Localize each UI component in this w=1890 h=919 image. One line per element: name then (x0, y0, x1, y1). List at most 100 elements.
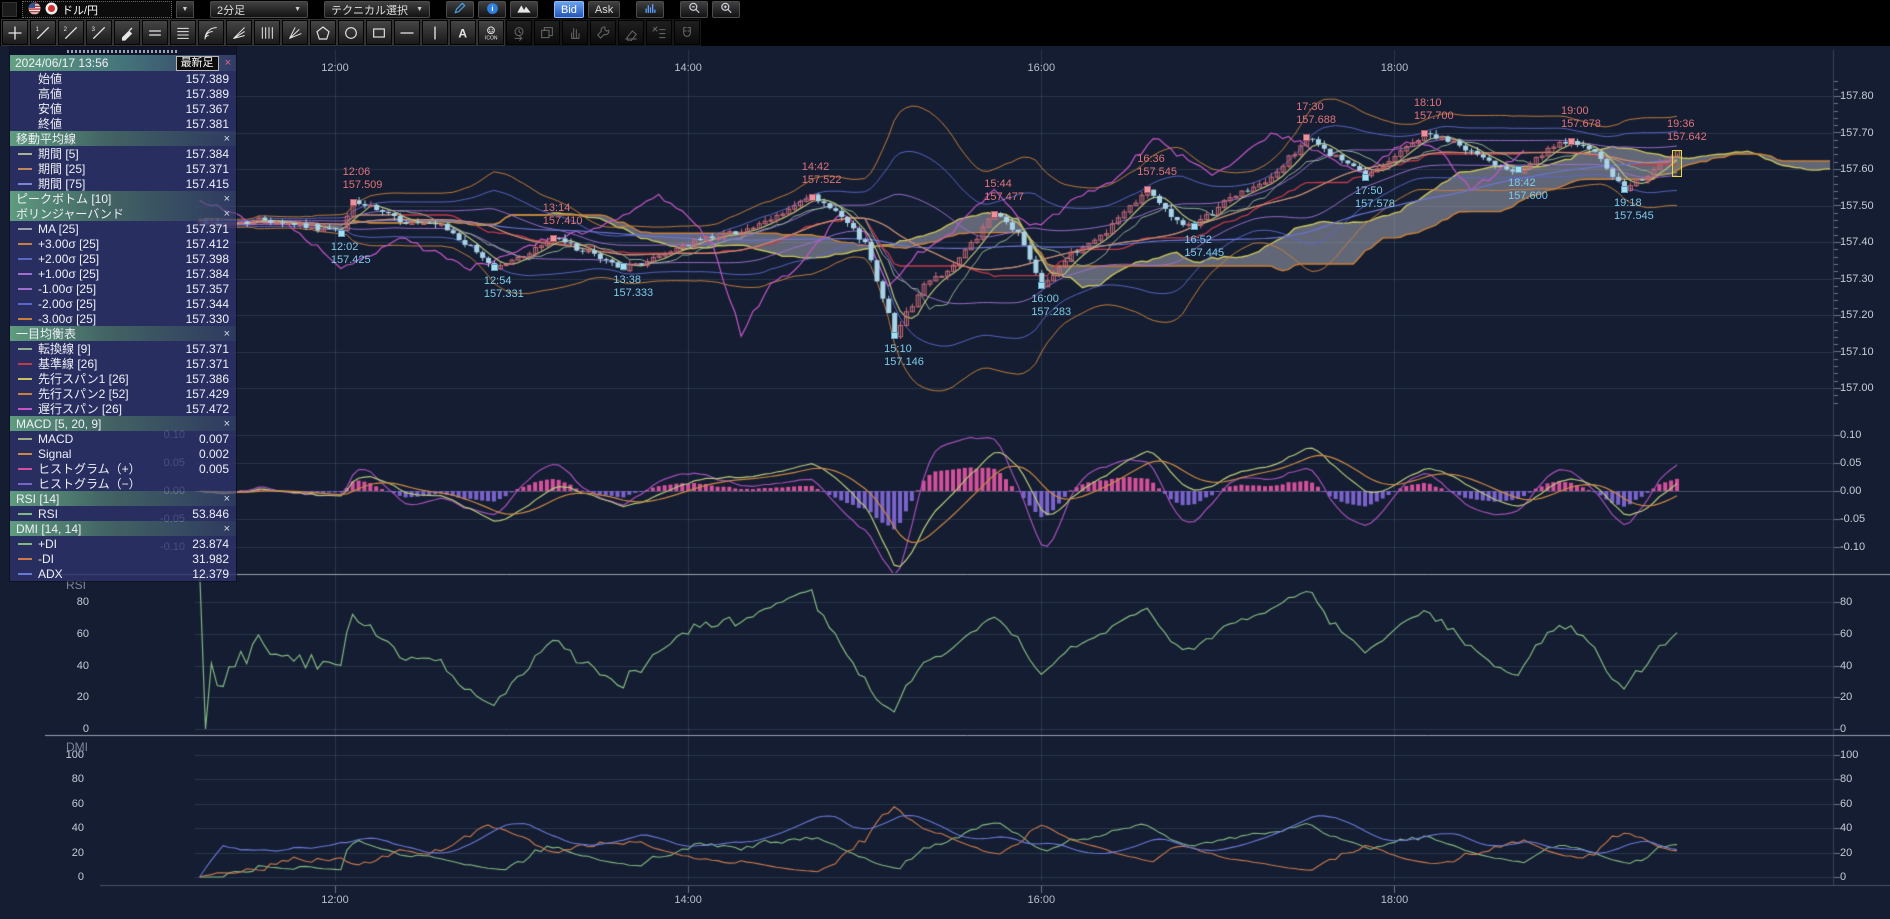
annotation-time: 16:00 (1031, 292, 1059, 305)
technical-select[interactable]: テクニカル選択 ▼ (324, 1, 430, 18)
indicator-row: -DI 31.982 (10, 551, 236, 566)
draw-pencil-button[interactable] (446, 1, 474, 18)
horizontal-line-icon (399, 25, 415, 41)
indicator-label: 先行スパン2 [52] (38, 387, 129, 401)
indicator-label: ADX (38, 566, 63, 581)
color-swatch (18, 572, 32, 575)
symbol-dropdown-button[interactable]: ▼ (176, 1, 194, 18)
tool-fibonacci-arc-button[interactable] (197, 19, 225, 46)
panel-drag-handle[interactable] (10, 47, 236, 55)
eraser-icon (623, 25, 639, 41)
ask-button[interactable]: Ask (587, 1, 621, 18)
indicator-value: 53.846 (192, 506, 229, 521)
dmi-tick-label: 40 (71, 822, 84, 835)
annotation-price: 157.678 (1561, 117, 1601, 130)
indicator-value: 157.344 (185, 296, 229, 311)
tool-trendline-3-button[interactable]: 3 (85, 19, 113, 46)
price-tick-label: 157.30 (1840, 272, 1874, 285)
volume-chart-button[interactable] (636, 1, 665, 18)
timeframe-select[interactable]: 2分足 ▼ (210, 1, 308, 18)
bottom-annotation: 17:50 157.578 (1355, 185, 1395, 211)
bottom-annotation: 12:02 157.425 (331, 241, 371, 267)
annotation-price: 157.545 (1614, 210, 1654, 223)
indicator-value: 157.381 (185, 116, 229, 131)
latest-bar-button[interactable]: 最新足 (175, 55, 219, 71)
tool-pentagon-button[interactable] (309, 19, 337, 46)
close-icon[interactable]: × (223, 417, 230, 430)
close-icon[interactable]: × (223, 327, 230, 340)
indicator-label: 始値 (38, 72, 63, 86)
close-icon[interactable]: × (223, 492, 230, 505)
bid-button[interactable]: Bid (554, 1, 584, 18)
peak-annotation: 13:14 157.410 (543, 202, 583, 228)
technical-label: テクニカル選択 (331, 4, 408, 17)
mountain-icon (516, 2, 532, 17)
annotation-price: 157.445 (1184, 246, 1225, 259)
annotation-time: 12:02 (330, 240, 359, 253)
price-tick-label: 157.10 (1840, 345, 1874, 358)
app-icon (2, 2, 17, 17)
tool-vertical-lines-button[interactable] (253, 19, 281, 46)
zoom-out-button[interactable] (680, 1, 709, 18)
indicator-row: 安値 157.367 (10, 101, 236, 116)
tool-crosshair-button[interactable] (1, 19, 29, 46)
tool-marker-pen-button[interactable] (113, 19, 141, 46)
tool-rectangle-button[interactable] (365, 19, 393, 46)
hand-icon (567, 25, 583, 41)
peak-annotation: 17:30 157.688 (1296, 101, 1336, 127)
indicator-row: +DI 23.874 (10, 536, 236, 551)
bid-label: Bid (561, 3, 577, 16)
close-icon[interactable]: × (223, 522, 230, 535)
color-swatch (18, 108, 32, 110)
indicator-row: 終値 157.381 (10, 116, 236, 131)
macd-tick-label: 0.10 (1840, 429, 1862, 441)
annotation-time: 12:06 (342, 166, 371, 179)
indicator-row: +3.00σ [25] 157.412 (10, 236, 236, 251)
indicator-row: MA [25] 157.371 (10, 221, 236, 236)
trendline-1-icon: 1 (35, 25, 51, 41)
tool-text-button[interactable]: A (449, 19, 477, 46)
annotation-time: 18:42 (1508, 177, 1536, 189)
tool-icon-stamp-button[interactable]: ICON (477, 19, 505, 46)
indicator-value: 157.389 (185, 71, 229, 86)
close-icon[interactable]: × (223, 207, 230, 220)
annotation-price: 157.545 (1137, 166, 1178, 179)
annotation-price: 157.700 (1413, 109, 1454, 122)
indicator-label: +2.00σ [25] (38, 251, 100, 266)
tool-circle-button[interactable] (337, 19, 365, 46)
annotation-time: 12:54 (483, 275, 512, 288)
info-button[interactable]: i (478, 1, 506, 18)
chart-style-button[interactable] (510, 1, 538, 18)
time-tick-label: 18:00 (1380, 62, 1409, 74)
bottom-marker (891, 331, 899, 339)
rsi-tick-label: 80 (76, 596, 89, 608)
indicator-row: +1.00σ [25] 157.384 (10, 266, 236, 281)
indicator-data-panel[interactable]: 2024/06/17 13:56 最新足 × 始値 157.389 高値 157.38… (10, 47, 236, 581)
tool-hand-button (561, 19, 589, 46)
topbar: ドル/円 ▼ 2分足 ▼ テクニカル選択 ▼ i Bid Ask (0, 0, 1890, 19)
close-icon[interactable]: × (223, 132, 230, 145)
tool-fan-lines-button[interactable] (225, 19, 253, 46)
tool-trendline-2-button[interactable]: 2 (57, 19, 85, 46)
close-icon[interactable]: × (223, 192, 230, 205)
tool-parallel-lines-4-button[interactable] (169, 19, 197, 46)
close-icon[interactable]: × (224, 57, 231, 69)
tool-parallel-lines-2-button[interactable] (141, 19, 169, 46)
tool-ray-fan-button[interactable] (281, 19, 309, 46)
zoom-in-button[interactable] (712, 1, 741, 18)
indicator-row: 高値 157.389 (10, 86, 236, 101)
dmi-panel-label: DMI (66, 740, 88, 754)
indicator-label: -DI (38, 551, 54, 566)
indicator-row: 基準線 [26] 157.371 (10, 356, 236, 371)
symbol-select[interactable]: ドル/円 (22, 1, 172, 18)
svg-text:ICON: ICON (485, 35, 498, 40)
tool-vertical-line-button[interactable] (421, 19, 449, 46)
price-tick-label: 157.20 (1840, 309, 1874, 321)
indicator-label: 先行スパン1 [26] (38, 372, 129, 386)
rsi-tick-label: 60 (76, 627, 89, 640)
tool-trendline-1-button[interactable]: 1 (29, 19, 57, 46)
tool-horizontal-line-button[interactable] (393, 19, 421, 46)
indicator-label: 基準線 [26] (38, 357, 98, 371)
